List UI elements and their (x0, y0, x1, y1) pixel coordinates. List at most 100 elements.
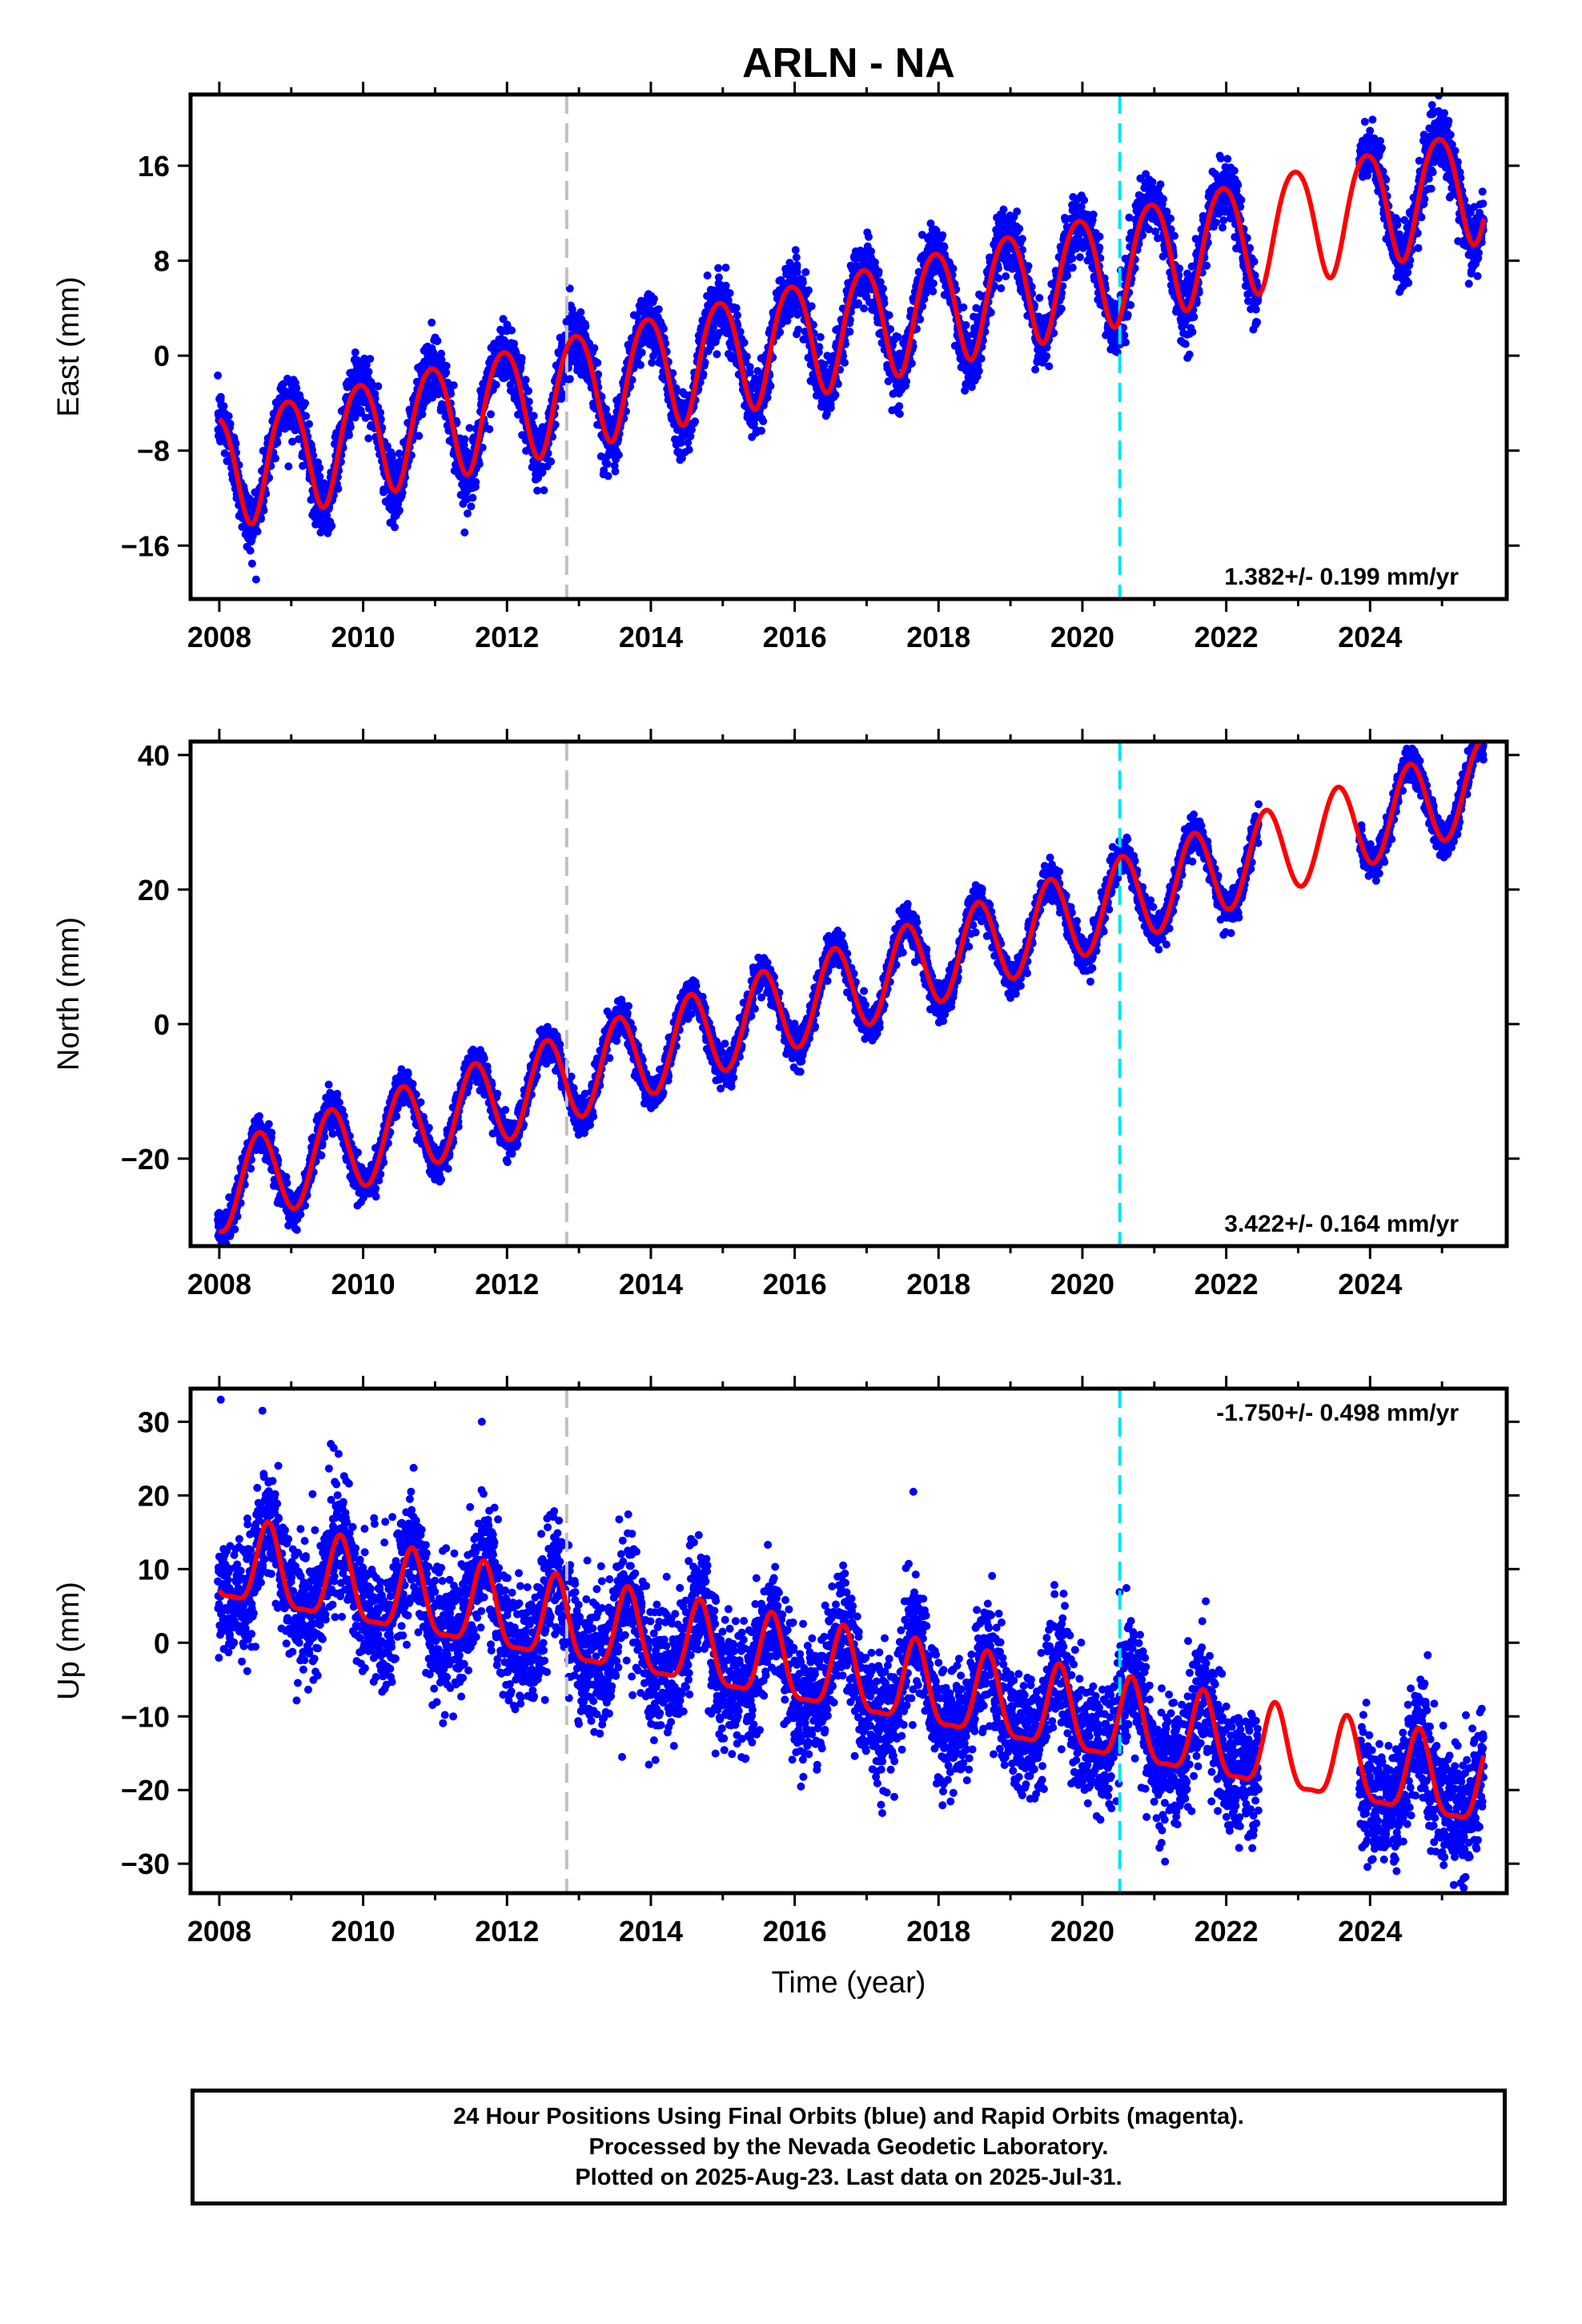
data-point (524, 387, 532, 396)
data-point (383, 442, 391, 451)
data-point (791, 246, 800, 255)
data-point (590, 344, 599, 352)
data-point (959, 303, 968, 312)
figure-title: ARLN - NA (742, 40, 955, 86)
data-point (885, 311, 893, 320)
data-point (301, 399, 310, 408)
data-point (1148, 178, 1157, 187)
data-point (1045, 362, 1054, 371)
data-point (273, 438, 282, 447)
data-point (585, 339, 593, 348)
data-point (593, 359, 602, 367)
data-point (259, 506, 268, 515)
data-point (506, 380, 515, 389)
data-point (442, 368, 451, 377)
data-point (929, 279, 938, 287)
data-point (648, 358, 656, 367)
data-point (603, 460, 612, 468)
data-point (1015, 224, 1024, 233)
data-point (713, 350, 721, 359)
data-point (1024, 262, 1033, 271)
data-point (351, 348, 359, 356)
data-point (501, 373, 510, 382)
data-point (798, 278, 807, 287)
data-point (1159, 195, 1167, 203)
data-point (1188, 328, 1197, 336)
data-point (521, 376, 530, 384)
data-point (305, 420, 313, 428)
data-point (524, 397, 533, 406)
data-point (475, 460, 484, 468)
data-point (1063, 271, 1071, 280)
data-point (568, 305, 576, 314)
data-point (551, 420, 560, 429)
data-point (1181, 340, 1190, 348)
data-point (376, 408, 385, 417)
data-point (547, 457, 556, 466)
data-point (691, 417, 700, 426)
data-point (628, 376, 636, 384)
data-point (600, 466, 608, 475)
data-point (895, 409, 904, 418)
data-point (346, 423, 355, 432)
data-point (1002, 272, 1010, 280)
data-point (604, 472, 612, 480)
data-point (725, 289, 734, 297)
data-point (997, 284, 1006, 292)
data-point (703, 271, 712, 279)
data-point (1162, 207, 1171, 216)
data-point (302, 412, 311, 420)
data-point (271, 454, 279, 463)
data-point (867, 247, 875, 255)
data-point (596, 452, 605, 460)
data-point (257, 515, 265, 523)
data-point (1068, 263, 1077, 272)
data-point (807, 302, 816, 311)
data-point (977, 354, 986, 363)
data-point (1175, 264, 1184, 273)
data-point (938, 231, 947, 239)
data-point (447, 389, 456, 398)
data-point (916, 315, 925, 324)
data-point (1068, 254, 1077, 263)
data-point (1095, 243, 1104, 252)
data-point (428, 318, 436, 327)
data-point (759, 417, 768, 425)
data-point (231, 439, 240, 448)
data-point (677, 439, 685, 447)
data-point (677, 454, 686, 463)
data-point (246, 546, 255, 555)
data-point (637, 348, 646, 357)
data-point (1166, 214, 1175, 223)
data-point (288, 437, 297, 446)
data-point (1095, 232, 1104, 241)
data-point (323, 511, 331, 520)
east-data-points (214, 94, 1488, 584)
data-point (776, 328, 785, 336)
data-point (714, 263, 723, 272)
data-point (940, 243, 949, 251)
data-point (315, 464, 324, 472)
data-point (699, 370, 708, 379)
data-point (994, 274, 1003, 283)
data-point (1075, 253, 1084, 262)
data-point (918, 302, 927, 311)
data-point (437, 349, 446, 358)
data-point (594, 370, 603, 379)
data-point (487, 410, 495, 419)
data-point (309, 451, 318, 460)
data-point (517, 354, 526, 363)
data-point (721, 263, 730, 272)
data-point (540, 486, 548, 495)
data-point (558, 389, 567, 398)
data-point (395, 449, 404, 458)
data-point (1013, 207, 1022, 216)
data-point (860, 304, 869, 313)
data-point (581, 322, 590, 331)
data-point (214, 371, 223, 380)
data-point (1126, 300, 1135, 309)
data-point (415, 432, 424, 440)
data-point (533, 486, 542, 495)
data-point (879, 284, 887, 293)
data-point (685, 445, 693, 454)
